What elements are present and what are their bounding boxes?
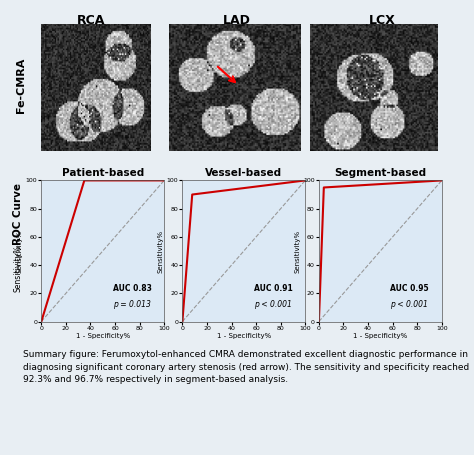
X-axis label: 1 - Specificity%: 1 - Specificity% [76, 334, 130, 339]
Text: ROC Curve: ROC Curve [13, 183, 23, 245]
Title: Segment-based: Segment-based [334, 168, 427, 178]
Text: LAD: LAD [223, 14, 251, 27]
Title: Vessel-based: Vessel-based [205, 168, 283, 178]
Text: p = 0.013: p = 0.013 [113, 300, 150, 309]
Text: Summary figure: Ferumoxytol-enhanced CMRA demonstrated excellent diagnostic perf: Summary figure: Ferumoxytol-enhanced CMR… [23, 350, 469, 384]
X-axis label: 1 - Specificity%: 1 - Specificity% [217, 334, 271, 339]
Text: Sensitivity%: Sensitivity% [13, 245, 22, 292]
Y-axis label: Sensitivity%: Sensitivity% [294, 229, 301, 273]
Text: LCX: LCX [369, 14, 396, 27]
Text: p < 0.001: p < 0.001 [254, 300, 292, 309]
Y-axis label: Sensitivity%: Sensitivity% [17, 229, 23, 273]
Text: AUC 0.83: AUC 0.83 [113, 284, 152, 293]
X-axis label: 1 - Specificity%: 1 - Specificity% [353, 334, 408, 339]
Text: RCA: RCA [77, 14, 106, 27]
Title: Patient-based: Patient-based [62, 168, 144, 178]
Y-axis label: Sensitivity%: Sensitivity% [158, 229, 164, 273]
Text: p < 0.001: p < 0.001 [390, 300, 428, 309]
Text: AUC 0.95: AUC 0.95 [390, 284, 429, 293]
Text: AUC 0.91: AUC 0.91 [254, 284, 292, 293]
Text: Fe-CMRA: Fe-CMRA [16, 58, 26, 113]
